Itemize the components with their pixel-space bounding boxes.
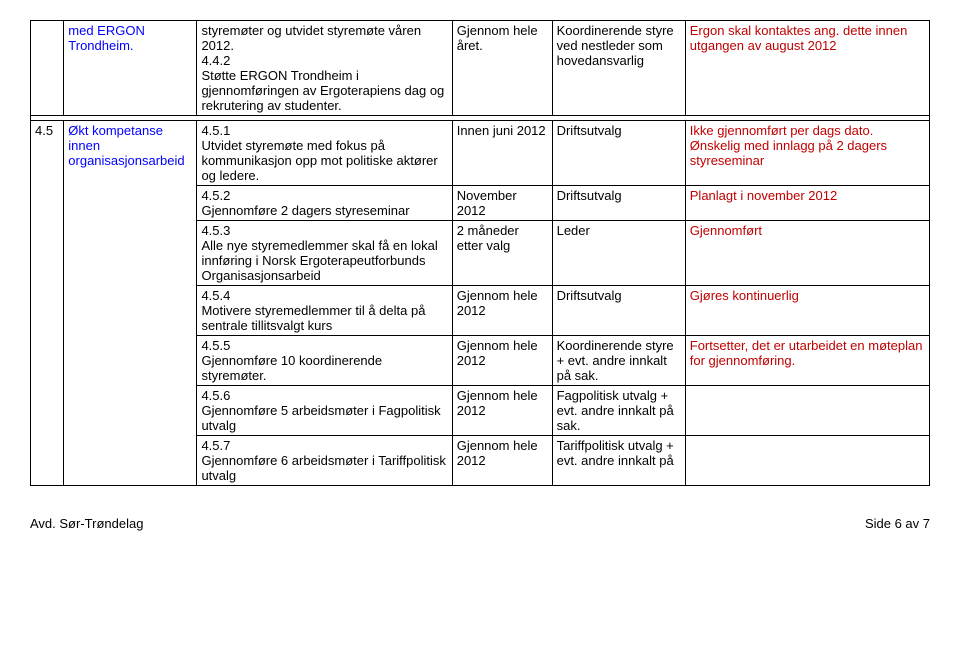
cell-text: Ønskelig med innlagg på 2 dagers styrese… bbox=[690, 138, 887, 168]
cell-text: Gjennomført bbox=[690, 223, 762, 238]
cell-text: Driftsutvalg bbox=[557, 188, 622, 203]
cell-text: Gjennom hele 2012 bbox=[457, 438, 538, 468]
cell-text: 4.5.5 bbox=[201, 338, 230, 353]
cell-text: Ergon skal kontaktes ang. bbox=[690, 23, 840, 38]
footer-left: Avd. Sør-Trøndelag bbox=[30, 516, 143, 531]
cell-text: Leder bbox=[557, 223, 590, 238]
cell-text: 4.5.3 bbox=[201, 223, 230, 238]
cell-text: Innen juni 2012 bbox=[457, 123, 546, 138]
cell-text: Driftsutvalg bbox=[557, 123, 622, 138]
document-table: med ERGON Trondheim. styremøter og utvid… bbox=[30, 20, 930, 486]
cell-text: Gjennom hele året. bbox=[457, 23, 538, 53]
cell-text: Gjennomføre 10 koordinerende styremøter. bbox=[201, 353, 382, 383]
cell-text: 4.5.4 bbox=[201, 288, 230, 303]
cell-text: Støtte ERGON Trondheim i gjennomføringen… bbox=[201, 68, 444, 113]
page-footer: Avd. Sør-Trøndelag Side 6 av 7 bbox=[30, 516, 930, 531]
cell-text: 4.5.7 bbox=[201, 438, 230, 453]
section-number: 4.5 bbox=[35, 123, 53, 138]
cell-text: Gjennom hele 2012 bbox=[457, 338, 538, 368]
cell-text: Trondheim. bbox=[68, 38, 133, 53]
cell-text: 4.5.2 bbox=[201, 188, 230, 203]
cell-text: Tariffpolitisk utvalg + evt. andre innka… bbox=[557, 438, 674, 468]
section-title: Økt kompetanse innen organisasjonsarbeid bbox=[68, 123, 184, 168]
cell-text: 4.5.6 bbox=[201, 388, 230, 403]
cell-text: Fagpolitisk utvalg + evt. andre innkalt … bbox=[557, 388, 674, 433]
cell-text: Koordinerende styre ved nestleder som ho… bbox=[557, 23, 674, 68]
cell-text: 2 måneder etter valg bbox=[457, 223, 519, 253]
cell-text: 4.4.2 bbox=[201, 53, 230, 68]
cell-text: Alle nye styremedlemmer skal få en lokal… bbox=[201, 238, 437, 283]
cell-text: Utvidet styremøte med fokus på kommunika… bbox=[201, 138, 437, 183]
table-row: med ERGON Trondheim. styremøter og utvid… bbox=[31, 21, 930, 116]
cell-text: Gjennom hele 2012 bbox=[457, 388, 538, 418]
cell-text: Gjennom hele 2012 bbox=[457, 288, 538, 318]
cell-text: Gjennomføre 6 arbeidsmøter i Tariffpolit… bbox=[201, 453, 445, 483]
cell-text: Gjøres kontinuerlig bbox=[690, 288, 799, 303]
cell-text: November 2012 bbox=[457, 188, 517, 218]
cell-text: Koordinerende styre + evt. andre innkalt… bbox=[557, 338, 674, 383]
cell-text: Gjennomføre 2 dagers styreseminar bbox=[201, 203, 409, 218]
cell-text: Ikke gjennomført per dags dato. bbox=[690, 123, 874, 138]
cell-text: Driftsutvalg bbox=[557, 288, 622, 303]
table-row: 4.5 Økt kompetanse innen organisasjonsar… bbox=[31, 121, 930, 186]
cell-text: Planlagt i november 2012 bbox=[690, 188, 837, 203]
cell-text: med ERGON bbox=[68, 23, 145, 38]
cell-text: Gjennomføre 5 arbeidsmøter i Fagpolitisk… bbox=[201, 403, 440, 433]
cell-text: Motivere styremedlemmer til å delta på s… bbox=[201, 303, 425, 333]
cell-text: Fortsetter, det er utarbeidet en møtepla… bbox=[690, 338, 923, 368]
cell-text: styremøter og utvidet styremøte våren 20… bbox=[201, 23, 421, 53]
cell-text: 4.5.1 bbox=[201, 123, 230, 138]
footer-right: Side 6 av 7 bbox=[865, 516, 930, 531]
